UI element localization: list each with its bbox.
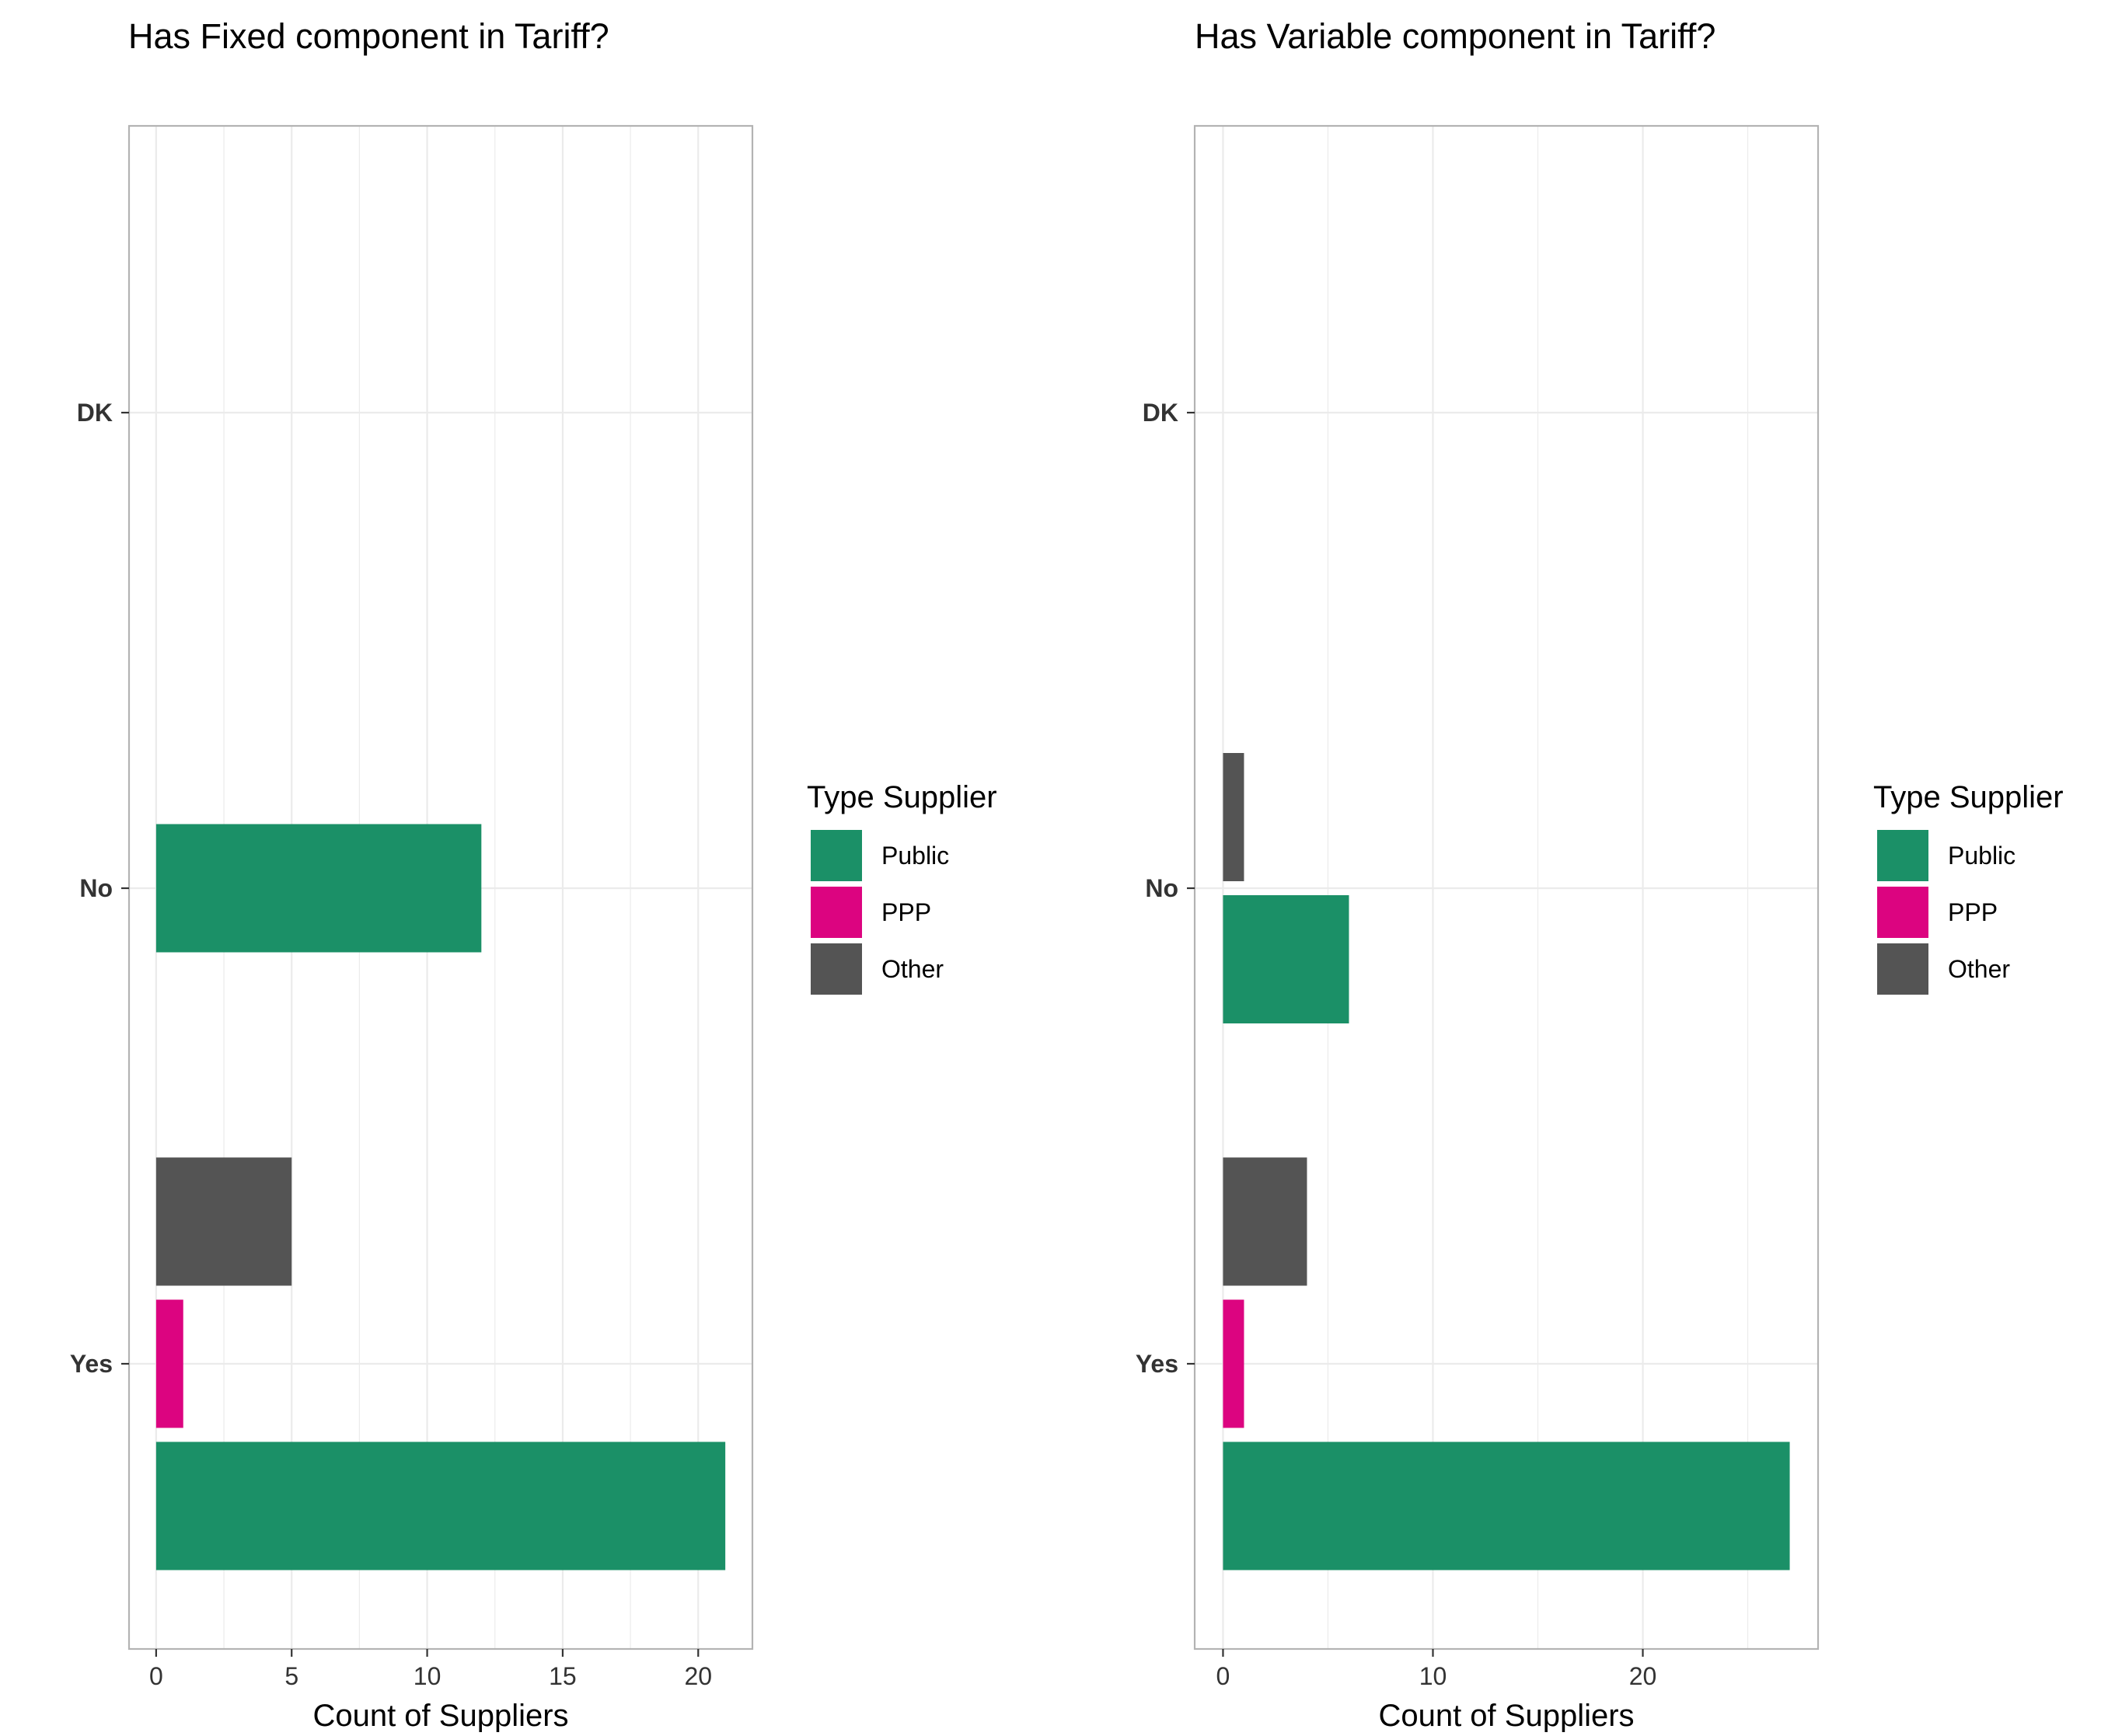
legend: Type Supplier Public PPP Other xyxy=(1873,780,2064,995)
y-tick-label-no: No xyxy=(79,874,113,902)
x-tick-label: 20 xyxy=(1629,1662,1657,1690)
legend-swatch-other xyxy=(811,943,862,995)
legend-title: Type Supplier xyxy=(807,780,997,814)
x-tick-label: 10 xyxy=(414,1662,441,1690)
legend-label-public: Public xyxy=(1948,842,2016,870)
y-tick-label-yes: Yes xyxy=(1136,1350,1178,1378)
y-tick-label-no: No xyxy=(1145,874,1178,902)
y-tick-label-dk: DK xyxy=(77,399,113,427)
x-tick-label: 5 xyxy=(284,1662,298,1690)
bar-yes-public xyxy=(1223,1441,1790,1570)
legend-label-other: Other xyxy=(881,955,944,983)
bar-no-other xyxy=(1223,753,1244,881)
y-tick-label-dk: DK xyxy=(1143,399,1178,427)
chart-title: Has Fixed component in Tariff? xyxy=(128,16,609,56)
chart-title: Has Variable component in Tariff? xyxy=(1195,16,1715,56)
legend-swatch-other xyxy=(1877,943,1928,995)
x-tick-label: 0 xyxy=(1216,1662,1230,1690)
legend-swatch-ppp xyxy=(1877,887,1928,938)
legend-swatch-public xyxy=(1877,830,1928,881)
legend-title: Type Supplier xyxy=(1873,780,2064,814)
legend-swatch-ppp xyxy=(811,887,862,938)
y-tick-label-yes: Yes xyxy=(70,1350,113,1378)
x-tick-label: 15 xyxy=(549,1662,577,1690)
legend-label-other: Other xyxy=(1948,955,2010,983)
legend-label-ppp: PPP xyxy=(881,898,931,926)
x-tick-label: 20 xyxy=(684,1662,712,1690)
bar-yes-public xyxy=(155,1441,726,1570)
legend: Type Supplier Public PPP Other xyxy=(807,780,997,995)
bar-yes-other xyxy=(1223,1157,1307,1286)
legend-label-ppp: PPP xyxy=(1948,898,1998,926)
legend-swatch-public xyxy=(811,830,862,881)
x-axis-label: Count of Suppliers xyxy=(312,1699,568,1732)
x-tick-label: 0 xyxy=(149,1662,163,1690)
bar-no-public xyxy=(155,824,482,953)
bar-no-public xyxy=(1223,895,1349,1023)
bar-yes-other xyxy=(155,1157,292,1286)
chart-panel-variable: Has Variable component in Tariff? DK No Yes… xyxy=(1136,16,2064,1733)
legend-label-public: Public xyxy=(881,842,949,870)
bar-yes-ppp xyxy=(155,1299,183,1428)
x-axis-label: Count of Suppliers xyxy=(1378,1699,1634,1732)
chart-panel-fixed: Has Fixed component in Tariff? DK No Yes 0 5 1… xyxy=(70,16,997,1733)
x-tick-label: 10 xyxy=(1419,1662,1447,1690)
bar-yes-ppp xyxy=(1223,1299,1244,1428)
